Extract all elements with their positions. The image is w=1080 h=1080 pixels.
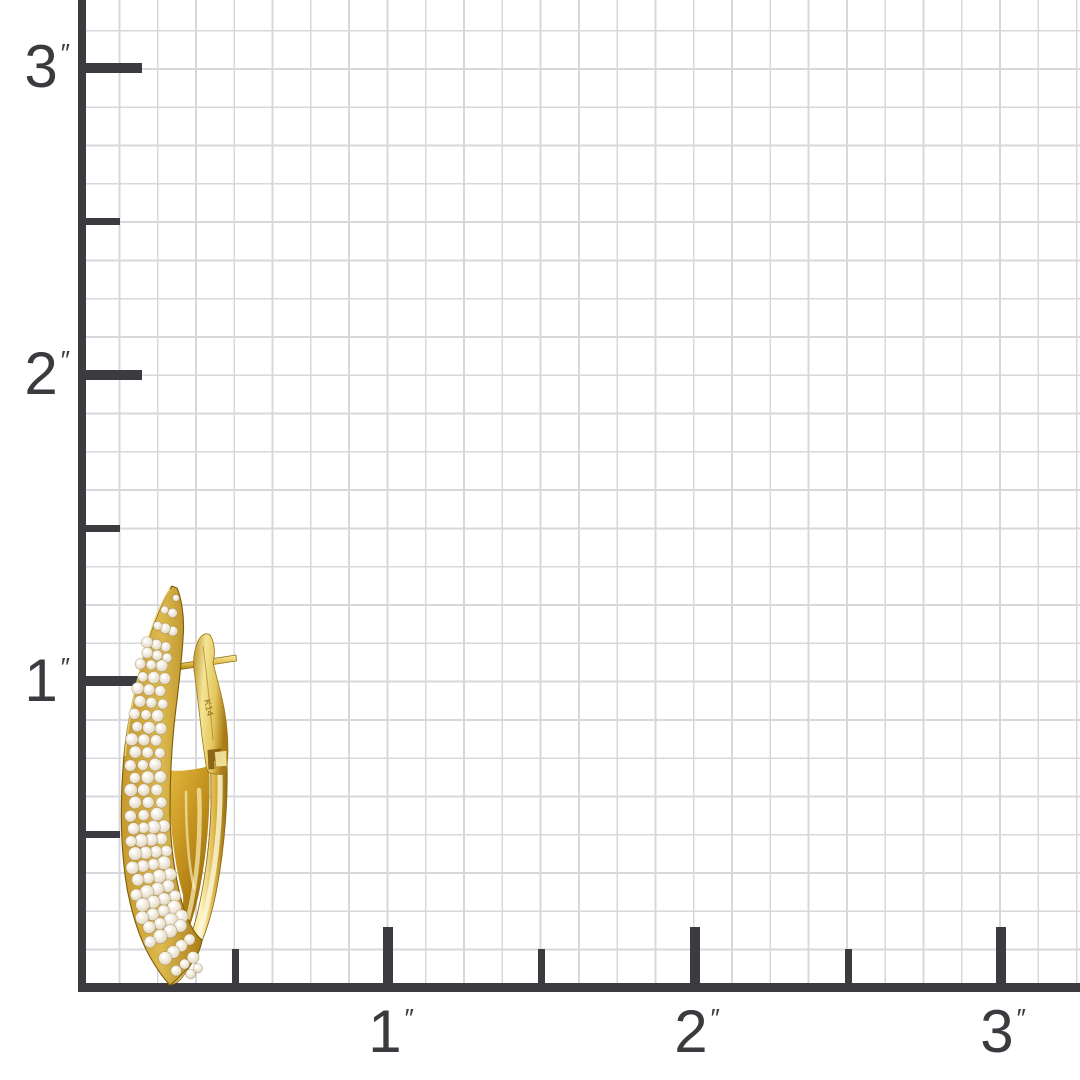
tick-x-0_5in — [232, 949, 239, 987]
tick-y-1_5in — [82, 525, 120, 532]
y-axis-line — [78, 0, 86, 992]
tick-x-3in — [996, 927, 1006, 987]
latch-plate — [214, 750, 228, 768]
y-axis-label-1: 1 ″ — [24, 646, 70, 714]
pave-diamonds — [123, 594, 203, 980]
inch-unit-mark: ″ — [60, 344, 70, 375]
tick-x-2in — [690, 927, 700, 987]
inner-highlight-streak-2 — [184, 790, 196, 890]
inch-unit-mark: ″ — [710, 1003, 720, 1033]
x-axis-line — [78, 983, 1080, 992]
lever-crease — [202, 645, 214, 741]
earring-back-band — [167, 754, 228, 986]
x-axis-label-2: 2 ″ — [674, 998, 720, 1065]
metal-stamp-text: K14 — [201, 698, 215, 717]
x-axis-label-3: 3 ″ — [980, 998, 1026, 1065]
y-axis-label-3: 3 ″ — [24, 32, 70, 100]
tick-y-2in — [82, 370, 142, 380]
earring-lever-clasp — [193, 633, 229, 775]
tick-y-3in — [82, 63, 142, 73]
x-axis-label-1: 1 ″ — [368, 998, 414, 1065]
tick-x-1_5in — [538, 949, 545, 987]
tick-y-2_5in — [82, 218, 120, 225]
y-axis-label-2: 2 ″ — [24, 339, 70, 407]
inch-unit-mark: ″ — [60, 37, 70, 68]
earring-photo: K14 — [120, 585, 237, 986]
tick-x-2_5in — [845, 949, 852, 987]
inner-highlight-streak — [185, 787, 202, 921]
inch-unit-mark: ″ — [404, 1003, 414, 1033]
tick-y-0_5in — [82, 831, 120, 838]
inch-unit-mark: ″ — [1016, 1003, 1026, 1033]
inch-unit-mark: ″ — [60, 651, 70, 682]
inch-grid — [82, 0, 1080, 987]
tick-y-1in — [82, 676, 142, 686]
tick-x-1in — [383, 927, 393, 987]
